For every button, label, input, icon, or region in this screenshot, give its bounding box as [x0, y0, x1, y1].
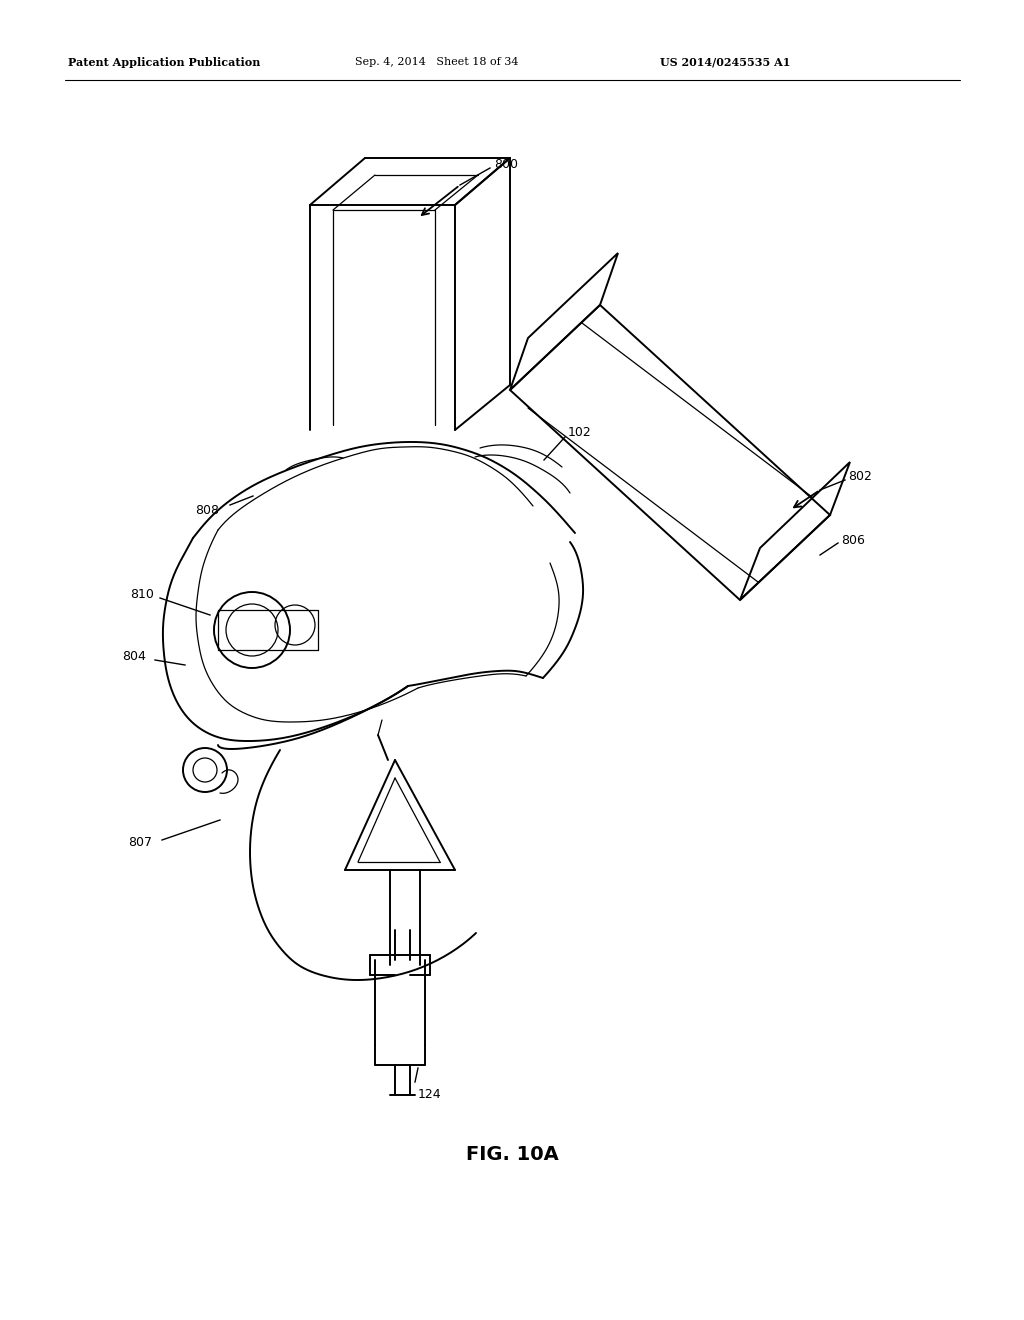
Text: 808: 808 — [195, 503, 219, 516]
Text: Sep. 4, 2014   Sheet 18 of 34: Sep. 4, 2014 Sheet 18 of 34 — [355, 57, 518, 67]
Text: 806: 806 — [841, 533, 865, 546]
Text: 124: 124 — [418, 1088, 441, 1101]
Text: 807: 807 — [128, 837, 152, 850]
Text: FIG. 10A: FIG. 10A — [466, 1146, 558, 1164]
Text: 804: 804 — [122, 651, 145, 664]
Text: US 2014/0245535 A1: US 2014/0245535 A1 — [660, 57, 791, 67]
Text: 810: 810 — [130, 589, 154, 602]
Text: 802: 802 — [848, 470, 871, 483]
Text: Patent Application Publication: Patent Application Publication — [68, 57, 260, 67]
Text: 102: 102 — [568, 425, 592, 438]
Text: 800: 800 — [494, 158, 518, 172]
